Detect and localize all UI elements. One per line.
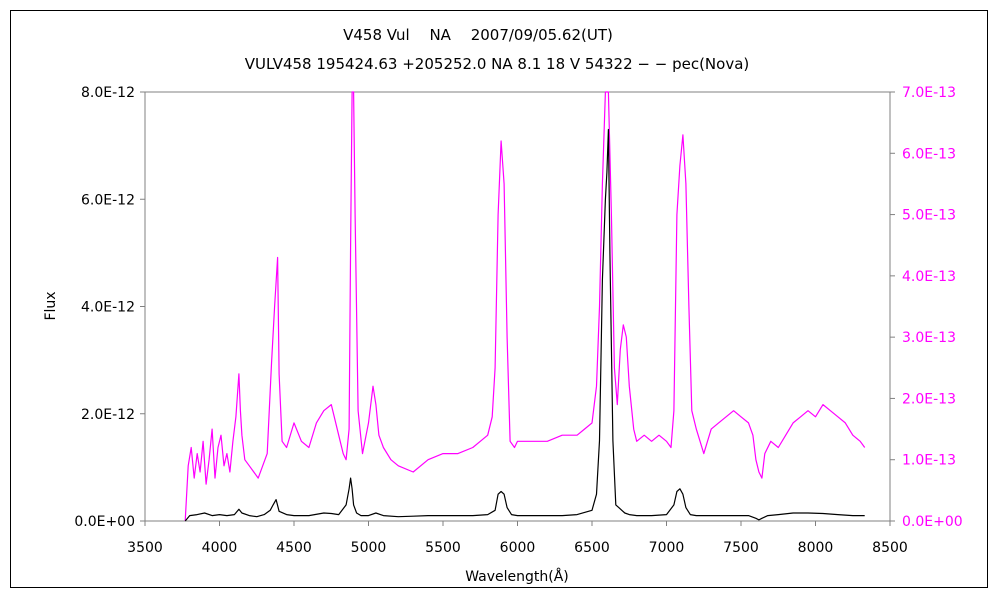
y-tick-label: 0.0E+00 (74, 514, 135, 530)
x-tick-label: 7000 (649, 540, 685, 556)
x-tick-label: 4500 (276, 540, 312, 556)
y-axis-label: Flux (43, 291, 59, 320)
x-tick-label: 5000 (351, 540, 387, 556)
spectrum-line-black (184, 128, 865, 522)
y-tick-label: 2.0E-12 (81, 407, 135, 423)
x-tick-label: 8000 (798, 540, 834, 556)
x-tick-label: 3500 (127, 540, 163, 556)
spectrum-line-magenta (184, 91, 866, 522)
y-tick-label: 6.0E-12 (81, 192, 135, 208)
y2-tick-label: 3.0E-13 (902, 330, 956, 346)
y2-tick-label: 7.0E-13 (902, 85, 956, 101)
x-tick-label: 8500 (872, 540, 908, 556)
y-axis-left: 0.0E+00 2.0E-12 4.0E-12 6.0E-12 8.0E-12 (74, 85, 145, 530)
y-tick-label: 8.0E-12 (81, 85, 135, 101)
y2-tick-label: 0.0E+00 (902, 514, 963, 530)
x-tick-label: 6500 (574, 540, 610, 556)
plot-area (144, 91, 891, 522)
chart-subtitle: VULV458 195424.63 +205252.0 NA 8.1 18 V … (245, 55, 750, 73)
series-group (184, 91, 866, 522)
y2-tick-label: 5.0E-13 (902, 208, 956, 224)
chart-frame (10, 10, 988, 588)
y2-tick-label: 2.0E-13 (902, 391, 956, 407)
x-axis: 3500 4000 4500 5000 5500 6000 6500 7000 7500 8000… (127, 521, 908, 556)
x-axis-label: Wavelength(Å) (465, 568, 569, 585)
y-tick-label: 4.0E-12 (81, 300, 135, 316)
x-tick-label: 7500 (723, 540, 759, 556)
y2-tick-label: 6.0E-13 (902, 146, 956, 162)
x-tick-label: 5500 (425, 540, 461, 556)
y2-tick-label: 1.0E-13 (902, 453, 956, 469)
x-tick-label: 4000 (202, 540, 238, 556)
y-axis-right: 0.0E+00 1.0E-13 2.0E-13 3.0E-13 4.0E-13 5.0E-… (890, 85, 963, 530)
chart-title: V458 Vul NA 2007/09/05.62(UT) (343, 26, 613, 44)
x-tick-label: 6000 (500, 540, 536, 556)
y2-tick-label: 4.0E-13 (902, 269, 956, 285)
